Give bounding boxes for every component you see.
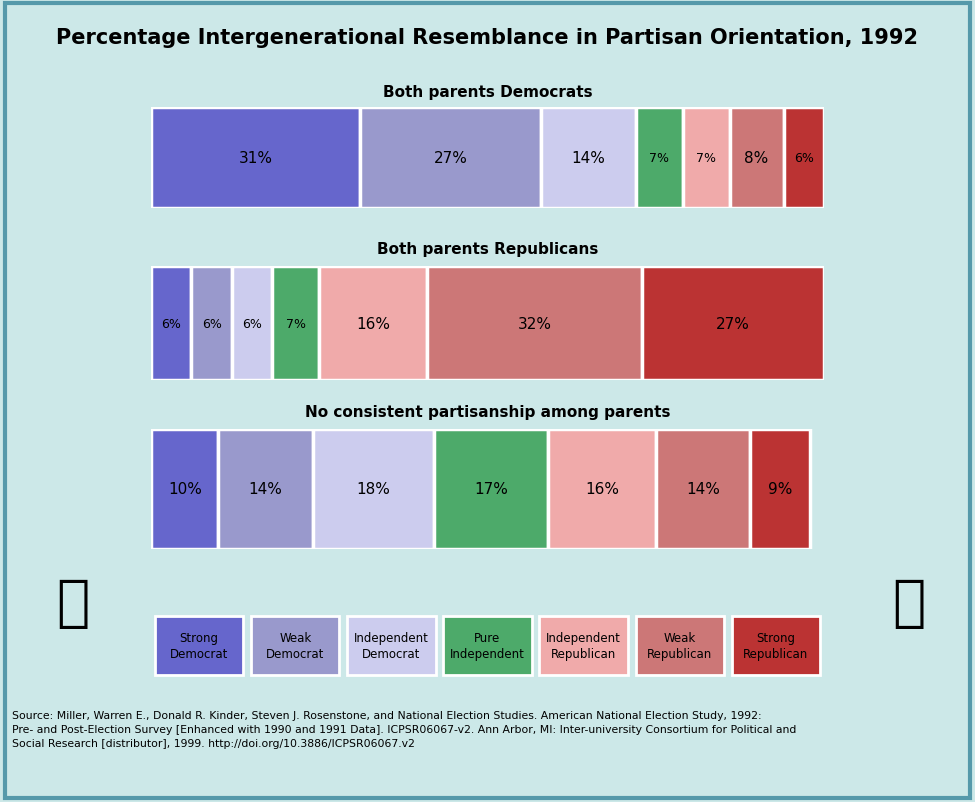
Bar — [272, 266, 320, 381]
Bar — [218, 429, 313, 549]
Text: 🐴: 🐴 — [57, 577, 90, 630]
Text: 17%: 17% — [474, 482, 508, 496]
Bar — [541, 108, 636, 209]
Text: 14%: 14% — [685, 482, 720, 496]
Text: 8%: 8% — [745, 151, 768, 166]
Text: Strong
Democrat: Strong Democrat — [170, 631, 228, 660]
Bar — [427, 266, 643, 381]
Bar — [191, 266, 232, 381]
Text: 27%: 27% — [434, 151, 467, 166]
Bar — [434, 429, 548, 549]
Bar — [155, 616, 244, 675]
Text: 6%: 6% — [162, 317, 181, 330]
Text: 31%: 31% — [239, 151, 272, 166]
Bar — [347, 616, 436, 675]
Text: Strong
Republican: Strong Republican — [743, 631, 808, 660]
Text: Weak
Democrat: Weak Democrat — [266, 631, 325, 660]
Bar — [784, 108, 824, 209]
Text: 9%: 9% — [768, 482, 793, 496]
Text: 6%: 6% — [202, 317, 221, 330]
Bar — [252, 616, 339, 675]
Text: Both parents Republicans: Both parents Republicans — [376, 241, 599, 257]
Bar — [360, 108, 541, 209]
Text: Independent
Republican: Independent Republican — [546, 631, 621, 660]
Bar — [682, 108, 729, 209]
Bar — [151, 108, 360, 209]
Bar — [731, 616, 820, 675]
Text: 6%: 6% — [242, 317, 262, 330]
Text: Weak
Republican: Weak Republican — [647, 631, 713, 660]
Bar — [750, 429, 810, 549]
Bar — [636, 108, 682, 209]
Text: No consistent partisanship among parents: No consistent partisanship among parents — [305, 404, 670, 419]
Text: Pure
Independent: Pure Independent — [450, 631, 525, 660]
Bar — [232, 266, 272, 381]
Text: 14%: 14% — [571, 151, 605, 166]
Bar — [636, 616, 723, 675]
Text: 27%: 27% — [716, 316, 750, 331]
Bar — [539, 616, 628, 675]
Text: 7%: 7% — [286, 317, 306, 330]
Bar — [444, 616, 531, 675]
Bar — [151, 429, 218, 549]
Bar — [548, 429, 655, 549]
Bar — [320, 266, 427, 381]
Bar — [151, 266, 191, 381]
Text: 6%: 6% — [794, 152, 813, 165]
Bar — [655, 429, 750, 549]
Text: Independent
Democrat: Independent Democrat — [354, 631, 429, 660]
Bar — [313, 429, 434, 549]
Text: Both parents Democrats: Both parents Democrats — [382, 84, 593, 99]
Text: Source: Miller, Warren E., Donald R. Kinder, Steven J. Rosenstone, and National : Source: Miller, Warren E., Donald R. Kin… — [12, 710, 796, 747]
Text: 7%: 7% — [696, 152, 717, 165]
Text: 14%: 14% — [249, 482, 283, 496]
Text: 18%: 18% — [356, 482, 390, 496]
Text: 16%: 16% — [585, 482, 619, 496]
Text: Percentage Intergenerational Resemblance in Partisan Orientation, 1992: Percentage Intergenerational Resemblance… — [57, 28, 918, 48]
Bar — [729, 108, 784, 209]
Text: 10%: 10% — [168, 482, 202, 496]
Text: 16%: 16% — [356, 316, 390, 331]
Text: 🐘: 🐘 — [892, 577, 926, 630]
Bar — [643, 266, 824, 381]
Text: 7%: 7% — [649, 152, 669, 165]
Text: 32%: 32% — [518, 316, 552, 331]
